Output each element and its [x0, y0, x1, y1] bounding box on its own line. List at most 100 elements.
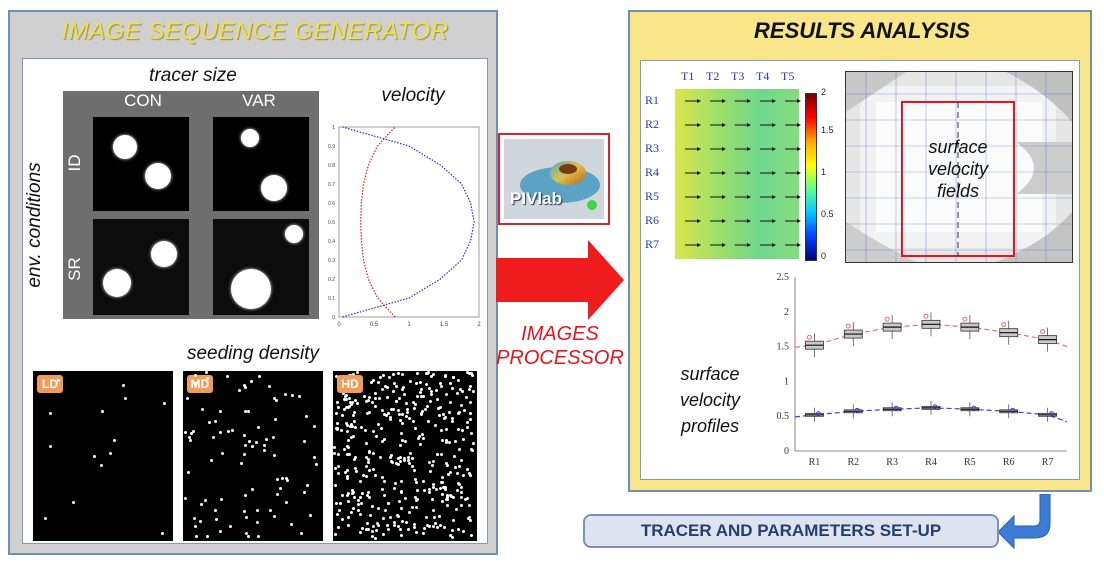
- seed-particle: [425, 523, 429, 527]
- seed-particle: [346, 406, 350, 410]
- seed-particle: [337, 509, 341, 513]
- col-t5: T5: [781, 69, 795, 83]
- profile-outlier: [884, 316, 890, 322]
- profile-outlier: [815, 411, 821, 417]
- seed-particle: [398, 527, 402, 531]
- velocity-ytick: 0.6: [328, 201, 335, 207]
- profile-ytick: 2: [784, 307, 789, 318]
- seed-particle: [242, 383, 246, 387]
- seed-particle: [366, 457, 370, 461]
- profile-outlier: [923, 313, 929, 319]
- velocity-series-0: [360, 126, 396, 318]
- seed-particle: [430, 497, 434, 501]
- seed-particle: [358, 480, 362, 484]
- seed-particle: [431, 486, 435, 490]
- seed-particle: [339, 501, 343, 505]
- seed-particle: [461, 473, 465, 477]
- seed-particle: [190, 432, 194, 436]
- velocity-xtick: 0.5: [370, 322, 379, 328]
- seed-particle: [371, 530, 375, 534]
- seed-particle: [297, 395, 301, 399]
- pivlab-logo-text: PIVlab: [510, 189, 562, 208]
- seed-particle: [365, 493, 369, 497]
- seed-particle: [414, 506, 418, 510]
- seed-particle: [257, 535, 261, 539]
- seed-particle: [183, 430, 187, 434]
- seed-particle: [193, 524, 197, 528]
- field-vector-head: [697, 147, 701, 151]
- seed-particle: [421, 432, 425, 436]
- seed-particle: [353, 457, 357, 461]
- seed-particle: [218, 410, 222, 414]
- seed-particle: [376, 506, 380, 510]
- seed-particle: [445, 498, 449, 502]
- frame-id-var: [213, 117, 309, 211]
- seed-particle: [408, 379, 412, 383]
- field-vector-head: [772, 147, 776, 151]
- seed-particle: [380, 388, 384, 392]
- seed-particle: [351, 488, 355, 492]
- field-vector-head: [697, 99, 701, 103]
- seed-particle: [348, 405, 352, 409]
- seed-particle: [382, 517, 385, 521]
- profile-outlier: [893, 405, 899, 411]
- seed-particle: [335, 501, 339, 505]
- seed-particle: [439, 429, 443, 433]
- seed-particle: [340, 429, 344, 433]
- seed-particle: [400, 519, 404, 523]
- profile-outlier: [1040, 329, 1046, 335]
- seed-particle: [193, 517, 197, 521]
- seed-particle: [284, 477, 288, 481]
- seed-particle: [386, 501, 390, 505]
- seed-particle: [416, 436, 420, 440]
- seed-particle: [372, 378, 376, 382]
- seed-particle: [451, 495, 455, 499]
- seed-particle: [459, 490, 463, 494]
- seed-particle: [463, 408, 467, 412]
- seed-particle: [187, 435, 191, 439]
- seed-particle: [447, 472, 451, 476]
- seed-particle: [414, 427, 418, 431]
- field-vector-head: [722, 99, 726, 103]
- image-sequence-generator-panel: IMAGE SEQUENCE GENERATOR tracer size CON…: [8, 10, 498, 555]
- profile-ytick: 0: [784, 446, 789, 457]
- seed-particle: [201, 408, 205, 412]
- seed-particle: [71, 500, 75, 504]
- seed-particle: [365, 521, 369, 525]
- seed-particle: [367, 496, 371, 500]
- seed-particle: [219, 498, 223, 502]
- processor-label-line2: PROCESSOR: [496, 347, 624, 369]
- seed-particle: [399, 507, 403, 511]
- seed-particle: [438, 524, 442, 528]
- seed-particle: [432, 515, 436, 519]
- seed-particle: [356, 508, 360, 512]
- seed-particle: [354, 455, 358, 459]
- seed-particle: [428, 490, 432, 494]
- seed-particle: [400, 432, 404, 436]
- seed-particle: [437, 414, 441, 418]
- seed-particle: [189, 439, 193, 443]
- field-rows: R1 R2 R3 R4 R5 R6 R7: [645, 85, 673, 265]
- seed-particle: [452, 454, 456, 458]
- seed-particle: [273, 453, 277, 457]
- seed-particle: [397, 514, 401, 518]
- seed-particle: [427, 386, 431, 390]
- seed-particle: [459, 388, 463, 392]
- seed-particle: [443, 525, 447, 529]
- row-r1: R1: [645, 93, 660, 107]
- seed-particle: [464, 396, 468, 400]
- seed-particle: [93, 455, 97, 459]
- seed-particle: [461, 529, 465, 533]
- seed-particle: [421, 395, 425, 399]
- seed-particle: [195, 535, 199, 539]
- tracer-parameters-setup-box: TRACER AND PARAMETERS SET-UP: [583, 514, 999, 548]
- seed-particle: [334, 411, 338, 415]
- seed-particle: [162, 402, 166, 406]
- field-vector-head: [772, 99, 776, 103]
- seed-particle: [442, 486, 446, 490]
- seed-particle: [375, 435, 379, 439]
- seed-particle: [413, 468, 417, 472]
- seed-particle: [367, 395, 371, 399]
- seed-particle: [371, 468, 375, 472]
- seed-particle: [361, 473, 365, 477]
